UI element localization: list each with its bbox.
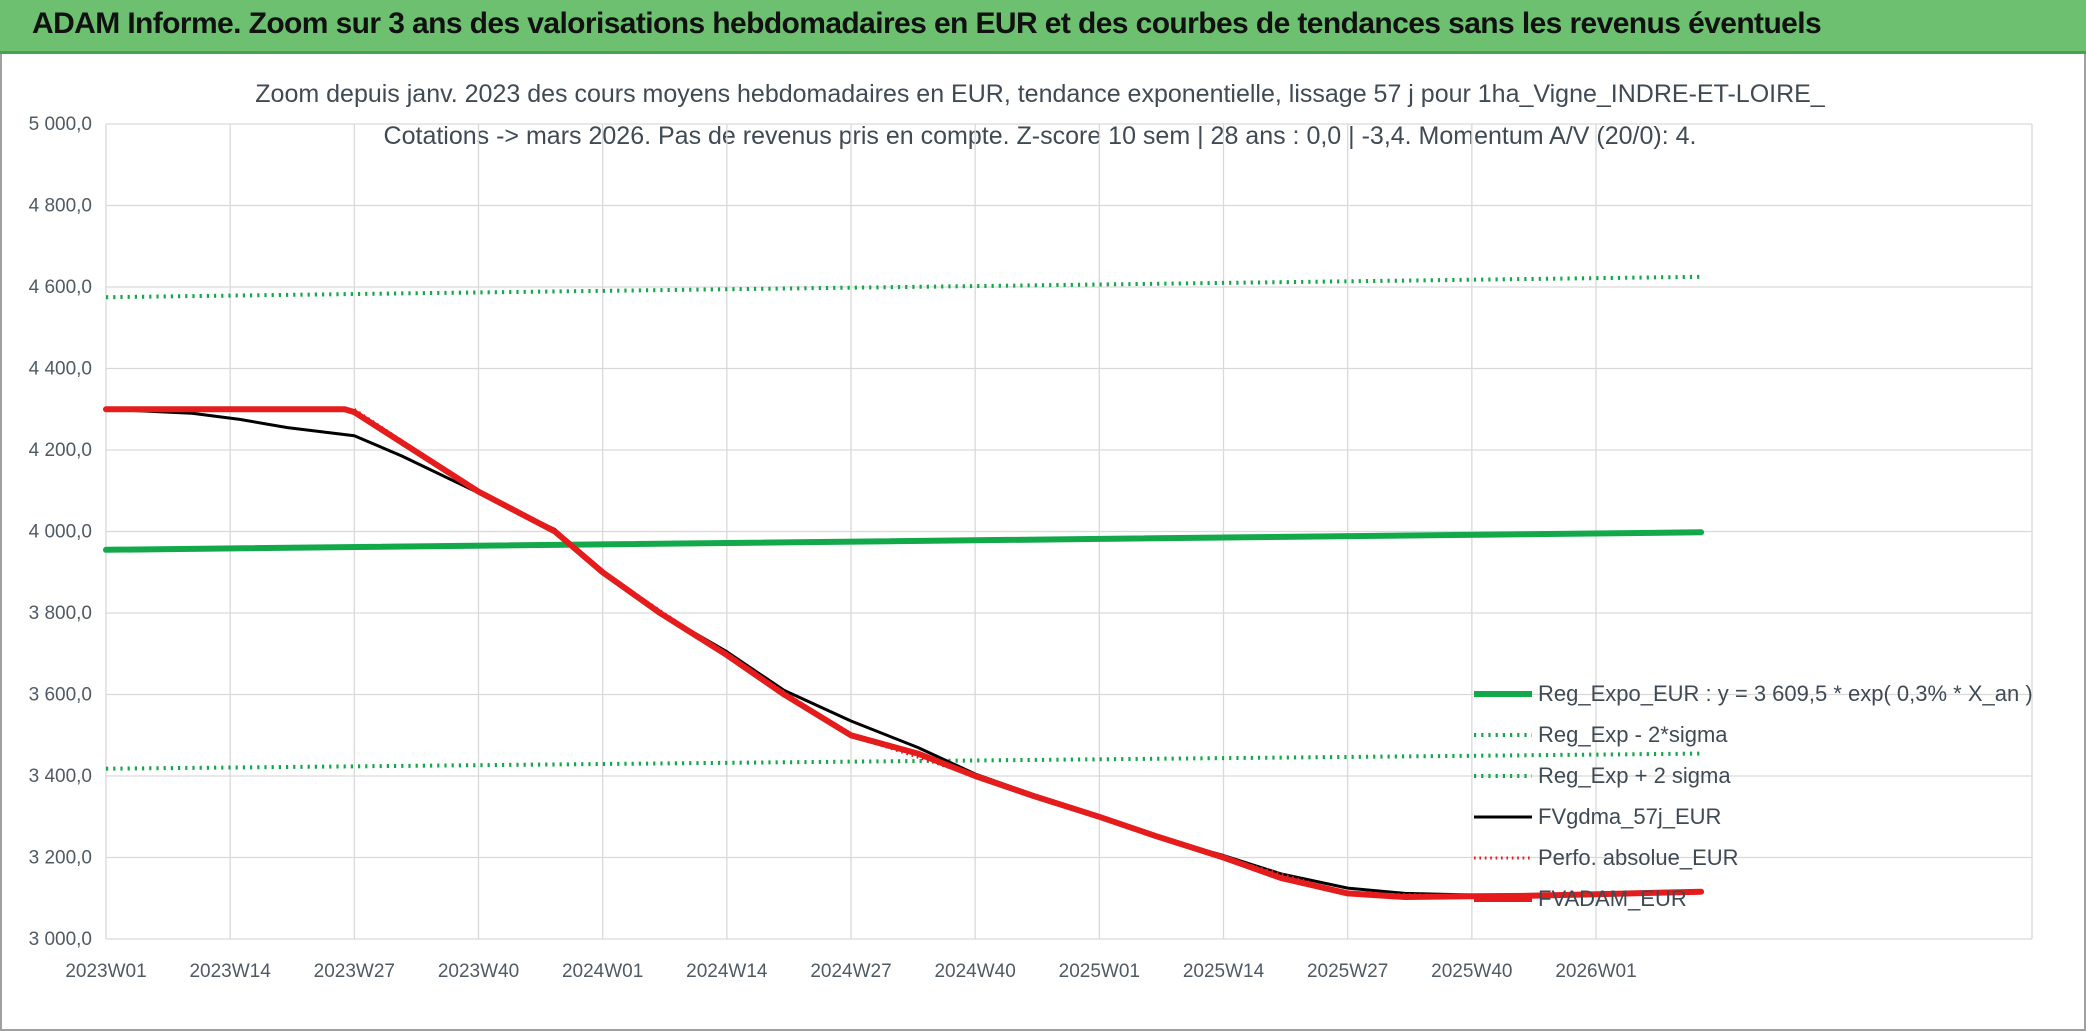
banner: ADAM Informe. Zoom sur 3 ans des valoris…	[0, 0, 2086, 54]
legend-label-5: FVADAM_EUR	[1538, 886, 1687, 911]
chart-frame: Zoom depuis janv. 2023 des cours moyens …	[0, 54, 2086, 1031]
legend-label-2: Reg_Exp + 2 sigma	[1538, 763, 1731, 788]
x-tick-label: 2023W14	[189, 961, 271, 982]
x-tick-label: 2024W01	[562, 961, 643, 982]
x-tick-label: 2024W14	[686, 961, 768, 982]
x-tick-label: 2023W40	[438, 961, 519, 982]
series-line-4	[106, 407, 1702, 898]
y-tick-label: 5 000,0	[29, 114, 92, 135]
y-tick-label: 4 200,0	[29, 440, 92, 461]
chart-title-line2: Cotations -> mars 2026. Pas de revenus p…	[384, 122, 1697, 150]
y-tick-label: 3 000,0	[29, 929, 92, 950]
line-chart: Zoom depuis janv. 2023 des cours moyens …	[29, 80, 2033, 982]
x-tick-label: 2025W01	[1059, 961, 1140, 982]
series-lines	[103, 274, 1705, 900]
y-tick-label: 4 400,0	[29, 359, 92, 380]
series-line-3	[104, 407, 1703, 897]
x-tick-label: 2024W27	[810, 961, 891, 982]
x-axis: 2023W01 2023W14 2023W27 2023W40 2024W01 2024W…	[65, 961, 1636, 982]
legend-label-3: FVgdma_57j_EUR	[1538, 804, 1721, 829]
y-tick-label: 4 800,0	[29, 196, 92, 217]
x-tick-label: 2023W01	[65, 961, 146, 982]
x-tick-label: 2023W27	[314, 961, 395, 982]
x-tick-label: 2025W14	[1183, 961, 1265, 982]
series-line-0	[103, 529, 1705, 553]
legend-label-4: Perfo. absolue_EUR	[1538, 845, 1739, 870]
series-line-5	[103, 406, 1705, 900]
legend: Reg_Expo_EUR : y = 3 609,5 * exp( 0,3% *…	[1474, 681, 2033, 911]
grid	[105, 123, 2033, 940]
x-tick-label: 2026W01	[1555, 961, 1636, 982]
y-tick-label: 4 000,0	[29, 522, 92, 543]
legend-label-0: Reg_Expo_EUR : y = 3 609,5 * exp( 0,3% *…	[1538, 681, 2033, 706]
y-tick-label: 3 400,0	[29, 766, 92, 787]
legend-label-1: Reg_Exp - 2*sigma	[1538, 722, 1728, 747]
series-line-1	[105, 751, 1702, 771]
x-tick-label: 2025W40	[1431, 961, 1512, 982]
x-tick-label: 2024W40	[934, 961, 1015, 982]
x-tick-label: 2025W27	[1307, 961, 1388, 982]
y-tick-label: 3 800,0	[29, 603, 92, 624]
banner-title: ADAM Informe. Zoom sur 3 ans des valoris…	[32, 7, 1822, 40]
y-axis: 5 000,0 4 800,0 4 600,0 4 400,0 4 200,0 4 000…	[29, 114, 92, 950]
y-tick-label: 3 600,0	[29, 685, 92, 706]
y-tick-label: 3 200,0	[29, 848, 92, 869]
y-tick-label: 4 600,0	[29, 277, 92, 298]
chart-title-line1: Zoom depuis janv. 2023 des cours moyens …	[255, 80, 1826, 108]
